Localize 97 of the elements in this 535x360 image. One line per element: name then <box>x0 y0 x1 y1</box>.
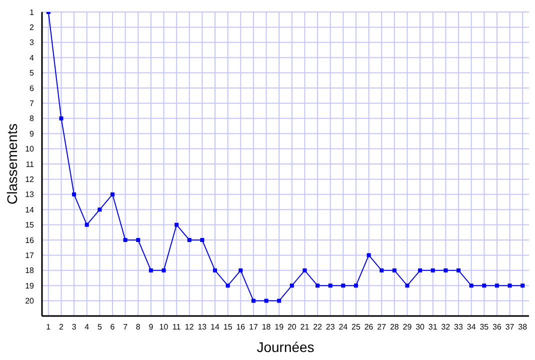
x-tick-label: 1 <box>46 322 52 332</box>
point <box>418 268 422 272</box>
y-tick-label: 18 <box>25 266 35 276</box>
point <box>430 268 435 272</box>
y-tick-label: 13 <box>25 190 35 200</box>
x-tick-label: 31 <box>428 322 438 332</box>
x-tick-label: 20 <box>287 322 297 332</box>
x-tick-label: 18 <box>262 322 272 332</box>
x-tick-label: 33 <box>454 322 464 332</box>
y-tick-label: 8 <box>30 114 35 124</box>
y-tick-label: 3 <box>30 38 35 48</box>
point <box>110 192 114 196</box>
x-tick-label: 36 <box>492 322 502 332</box>
point <box>405 284 410 288</box>
point <box>328 284 332 288</box>
x-tick-label: 6 <box>110 322 116 332</box>
y-tick-label: 5 <box>30 68 35 78</box>
x-tick-label: 21 <box>300 322 310 332</box>
x-tick-label: 8 <box>136 322 141 332</box>
point <box>213 268 218 272</box>
x-tick-label: 34 <box>466 322 476 332</box>
point <box>456 268 461 272</box>
x-tick-label: 25 <box>352 322 361 332</box>
y-tick-label: 16 <box>25 236 35 245</box>
point <box>72 192 76 196</box>
y-tick-label: 2 <box>30 23 35 32</box>
point <box>148 268 153 272</box>
x-tick-label: 38 <box>518 322 528 332</box>
x-tick-label: 12 <box>184 322 194 332</box>
x-tick-label: 27 <box>377 322 387 332</box>
point <box>123 238 128 242</box>
point <box>136 238 140 242</box>
y-tick-label: 15 <box>25 220 35 230</box>
point <box>200 238 204 242</box>
point <box>251 298 256 303</box>
point <box>162 268 166 272</box>
y-tick-label: 14 <box>25 205 35 214</box>
y-tick-label: 7 <box>30 99 35 108</box>
y-tick-label: 10 <box>25 144 35 154</box>
point <box>226 284 230 288</box>
y-tick-label: 6 <box>30 84 35 93</box>
x-tick-label: 9 <box>148 322 154 332</box>
x-tick-label: 29 <box>402 322 412 332</box>
x-tick-label: 22 <box>313 322 323 332</box>
x-tick-label: 16 <box>236 322 246 332</box>
x-tick-label: 13 <box>198 322 208 332</box>
point <box>302 268 307 272</box>
x-tick-label: 7 <box>123 322 128 332</box>
point <box>508 284 512 288</box>
x-tick-label: 11 <box>172 322 182 332</box>
point <box>174 222 179 227</box>
x-tick-label: 37 <box>505 322 515 332</box>
point <box>494 284 499 288</box>
point <box>354 284 358 288</box>
y-tick-label: 11 <box>26 160 35 169</box>
point <box>238 268 243 272</box>
point <box>264 298 268 303</box>
point <box>277 298 282 303</box>
point <box>444 268 448 272</box>
point <box>290 284 294 288</box>
x-tick-label: 3 <box>72 322 77 332</box>
x-tick-label: 28 <box>390 322 400 332</box>
x-tick-label: 10 <box>159 322 169 332</box>
y-tick-label: 1 <box>30 8 35 17</box>
x-tick-label: 24 <box>338 322 348 332</box>
x-tick-label: 26 <box>364 322 374 332</box>
x-tick-label: 2 <box>58 322 64 332</box>
x-tick-label: 14 <box>210 322 220 332</box>
point <box>520 284 525 288</box>
point <box>187 238 192 242</box>
y-axis-title: Classements <box>4 124 20 204</box>
y-tick-label: 4 <box>30 53 35 62</box>
x-tick-label: 15 <box>223 322 233 332</box>
point <box>98 208 102 212</box>
x-tick-label: 32 <box>441 322 451 332</box>
y-tick-label: 12 <box>25 175 35 184</box>
point <box>380 268 384 272</box>
point <box>59 116 64 120</box>
point <box>482 284 486 288</box>
x-axis-title: Journées <box>256 339 314 355</box>
x-tick-label: 5 <box>97 322 102 332</box>
y-tick-label: 9 <box>30 129 35 138</box>
x-tick-label: 23 <box>326 322 336 332</box>
x-tick-label: 4 <box>84 322 90 332</box>
point <box>392 268 396 272</box>
point <box>84 222 89 227</box>
y-tick-label: 20 <box>25 296 35 306</box>
y-tick-label: 19 <box>25 281 35 290</box>
x-tick-label: 30 <box>416 322 426 332</box>
x-tick-label: 35 <box>480 322 490 332</box>
point <box>469 284 474 288</box>
point <box>366 253 371 258</box>
point <box>341 284 346 288</box>
x-tick-label: 19 <box>274 322 284 332</box>
x-tick-label: 17 <box>249 322 258 332</box>
point <box>316 284 320 288</box>
y-tick-label: 17 <box>25 251 35 260</box>
